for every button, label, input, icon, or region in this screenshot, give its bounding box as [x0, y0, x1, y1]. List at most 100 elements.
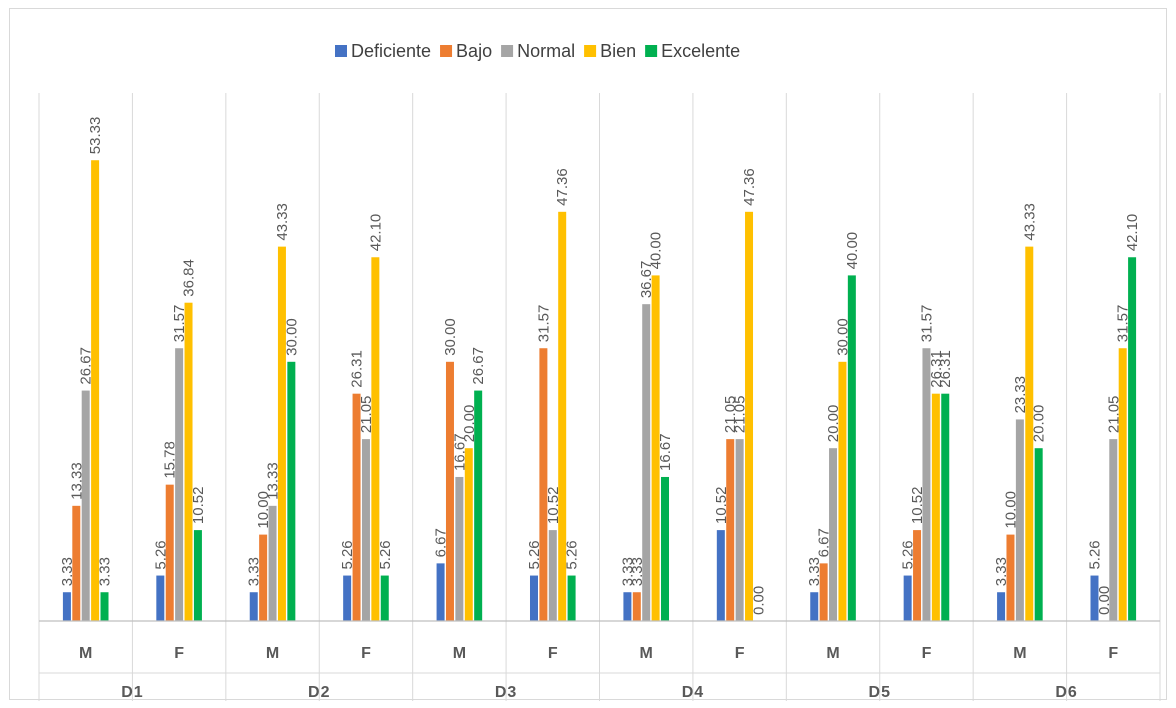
value-label: 47.36 — [741, 168, 758, 206]
legend-item-bien: Bien — [584, 41, 636, 61]
category-label: F — [361, 645, 371, 662]
legend-label: Deficiente — [351, 41, 431, 61]
bar-bajo — [165, 484, 174, 621]
value-label: 30.00 — [283, 318, 300, 356]
bar-normal — [81, 390, 90, 621]
bar-bajo — [819, 563, 828, 621]
legend: Deficiente Bajo Normal Bien Excelente — [335, 41, 740, 61]
value-label: 3.33 — [246, 557, 263, 586]
x-axis: M F D1 M F D2 M F D3 M F D4 M F D5 M F D6 — [39, 620, 1160, 701]
bar-normal — [361, 439, 370, 621]
bar-deficiente — [436, 563, 445, 621]
value-label: 5.26 — [377, 540, 394, 569]
value-label: 6.67 — [433, 528, 450, 557]
group-label: D6 — [1055, 684, 1077, 701]
value-label: 42.10 — [367, 214, 384, 252]
bar-excelente — [567, 575, 576, 621]
value-label: 26.67 — [470, 347, 487, 385]
category-label: F — [174, 645, 184, 662]
chart-area: 3.33 13.33 26.67 53.33 3.33 5.26 15.78 31.57 36.… — [9, 8, 1167, 701]
category-label: M — [826, 645, 839, 662]
value-label: 5.26 — [526, 540, 543, 569]
value-label: 43.33 — [274, 203, 291, 241]
value-label: 10.52 — [190, 487, 207, 525]
category-label: M — [453, 645, 466, 662]
value-label: 43.33 — [1021, 203, 1038, 241]
value-label: 3.33 — [993, 557, 1010, 586]
bar-excelente — [100, 592, 109, 621]
value-label: 3.33 — [619, 557, 636, 586]
value-label: 23.33 — [1012, 376, 1029, 414]
legend-item-excelente: Excelente — [645, 41, 740, 61]
value-label: 10.00 — [1002, 491, 1019, 529]
bar-deficiente — [997, 592, 1006, 621]
value-label: 20.00 — [825, 405, 842, 443]
value-label: 21.05 — [732, 396, 749, 434]
bar-deficiente — [623, 592, 632, 621]
group-label: D2 — [308, 684, 330, 701]
legend-swatch — [501, 45, 514, 57]
bar-bien — [277, 246, 286, 622]
legend-item-normal: Normal — [501, 41, 575, 61]
value-label: 5.26 — [1086, 540, 1103, 569]
value-label: 5.26 — [152, 540, 169, 569]
value-label: 30.00 — [834, 318, 851, 356]
group-label: D3 — [495, 684, 517, 701]
bar-excelente — [847, 275, 856, 621]
bar-bien — [91, 160, 100, 621]
value-label: 10.52 — [713, 487, 730, 525]
bar-deficiente — [343, 575, 352, 621]
category-label: M — [79, 645, 92, 662]
bar-bajo — [913, 530, 922, 621]
legend-label: Excelente — [661, 41, 740, 61]
data-labels: 3.33 13.33 26.67 53.33 3.33 5.26 15.78 31.57 36.… — [59, 117, 1141, 615]
bar-excelente — [1128, 257, 1137, 621]
value-label: 31.57 — [1115, 305, 1132, 343]
category-label: M — [640, 645, 653, 662]
bar-excelente — [1034, 448, 1043, 621]
bar-deficiente — [1090, 575, 1099, 621]
value-label: 5.26 — [339, 540, 356, 569]
group-label: D1 — [121, 684, 143, 701]
value-label: 0.00 — [1096, 586, 1113, 615]
bar-bien — [838, 361, 847, 621]
bar-bien — [184, 302, 193, 621]
value-label: 26.31 — [349, 350, 366, 388]
legend-item-bajo: Bajo — [440, 41, 492, 61]
value-label: 26.67 — [78, 347, 95, 385]
value-label: 21.05 — [1105, 396, 1122, 434]
bar-bajo — [259, 534, 268, 621]
category-label: F — [735, 645, 745, 662]
value-label: 40.00 — [648, 232, 665, 270]
bar-excelente — [193, 530, 202, 621]
value-label: 21.05 — [358, 396, 375, 434]
bar-bien — [1118, 348, 1127, 621]
value-label: 16.67 — [451, 433, 468, 471]
bar-bien — [651, 275, 660, 621]
bar-excelente — [941, 393, 950, 621]
value-label: 30.00 — [442, 318, 459, 356]
bar-deficiente — [62, 592, 71, 621]
bar-excelente — [287, 361, 296, 621]
value-label: 47.36 — [554, 168, 571, 206]
category-label: F — [922, 645, 932, 662]
value-label: 31.57 — [171, 305, 188, 343]
bar-bien — [931, 393, 940, 621]
bar-bajo — [352, 393, 361, 621]
bar-bien — [371, 257, 380, 621]
bar-normal — [548, 530, 557, 621]
bars — [62, 160, 1137, 622]
value-label: 5.26 — [900, 540, 917, 569]
bar-normal — [455, 476, 464, 621]
bar-bien — [558, 211, 567, 621]
value-label: 3.33 — [59, 557, 76, 586]
value-label: 6.67 — [816, 528, 833, 557]
bar-bajo — [1006, 534, 1015, 621]
legend-swatch — [440, 45, 453, 57]
bar-excelente — [661, 476, 670, 621]
legend-label: Bien — [600, 41, 636, 61]
bar-deficiente — [156, 575, 165, 621]
value-label: 36.84 — [181, 259, 198, 297]
value-label: 53.33 — [87, 117, 104, 155]
bar-deficiente — [249, 592, 258, 621]
